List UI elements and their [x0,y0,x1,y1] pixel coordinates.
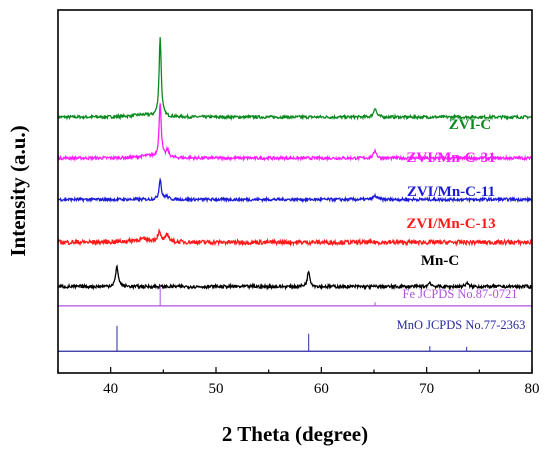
series-line-5 [57,264,533,291]
x-tick-label-60: 60 [314,381,329,397]
series-line-4 [57,228,533,247]
x-tick-label-40: 40 [103,381,118,397]
reference-layer [58,285,532,352]
series-label-3: ZVI/Mn-C-11 [407,184,495,200]
series-label-5: Mn-C [421,253,459,269]
series-line-3 [57,177,533,204]
x-tick-label-70: 70 [419,381,434,397]
x-tick-label-80: 80 [525,381,540,397]
series-line-1 [57,37,533,121]
series-line-2 [57,103,533,163]
x-axis: 40 50 60 70 80 [57,367,540,397]
reference-label-2: MnO JCPDS No.77-2363 [397,318,526,332]
x-tick-label-50: 50 [209,381,224,397]
series-label-1: ZVI-C [449,117,492,133]
series-label-2: ZVI/Mn-C-31 [406,150,495,166]
series-layer [57,37,533,291]
plot-frame [57,9,533,374]
series-label-4: ZVI/Mn-C-13 [406,216,495,232]
labels-layer: ZVI-C ZVI/Mn-C-31 ZVI/Mn-C-11 ZVI/Mn-C-13 Mn… [397,117,526,332]
reference-label-1: Fe JCPDS No.87-0721 [403,287,518,301]
y-axis-title: Intensity (a.u.) [6,125,30,256]
x-axis-title: 2 Theta (degree) [222,422,368,446]
